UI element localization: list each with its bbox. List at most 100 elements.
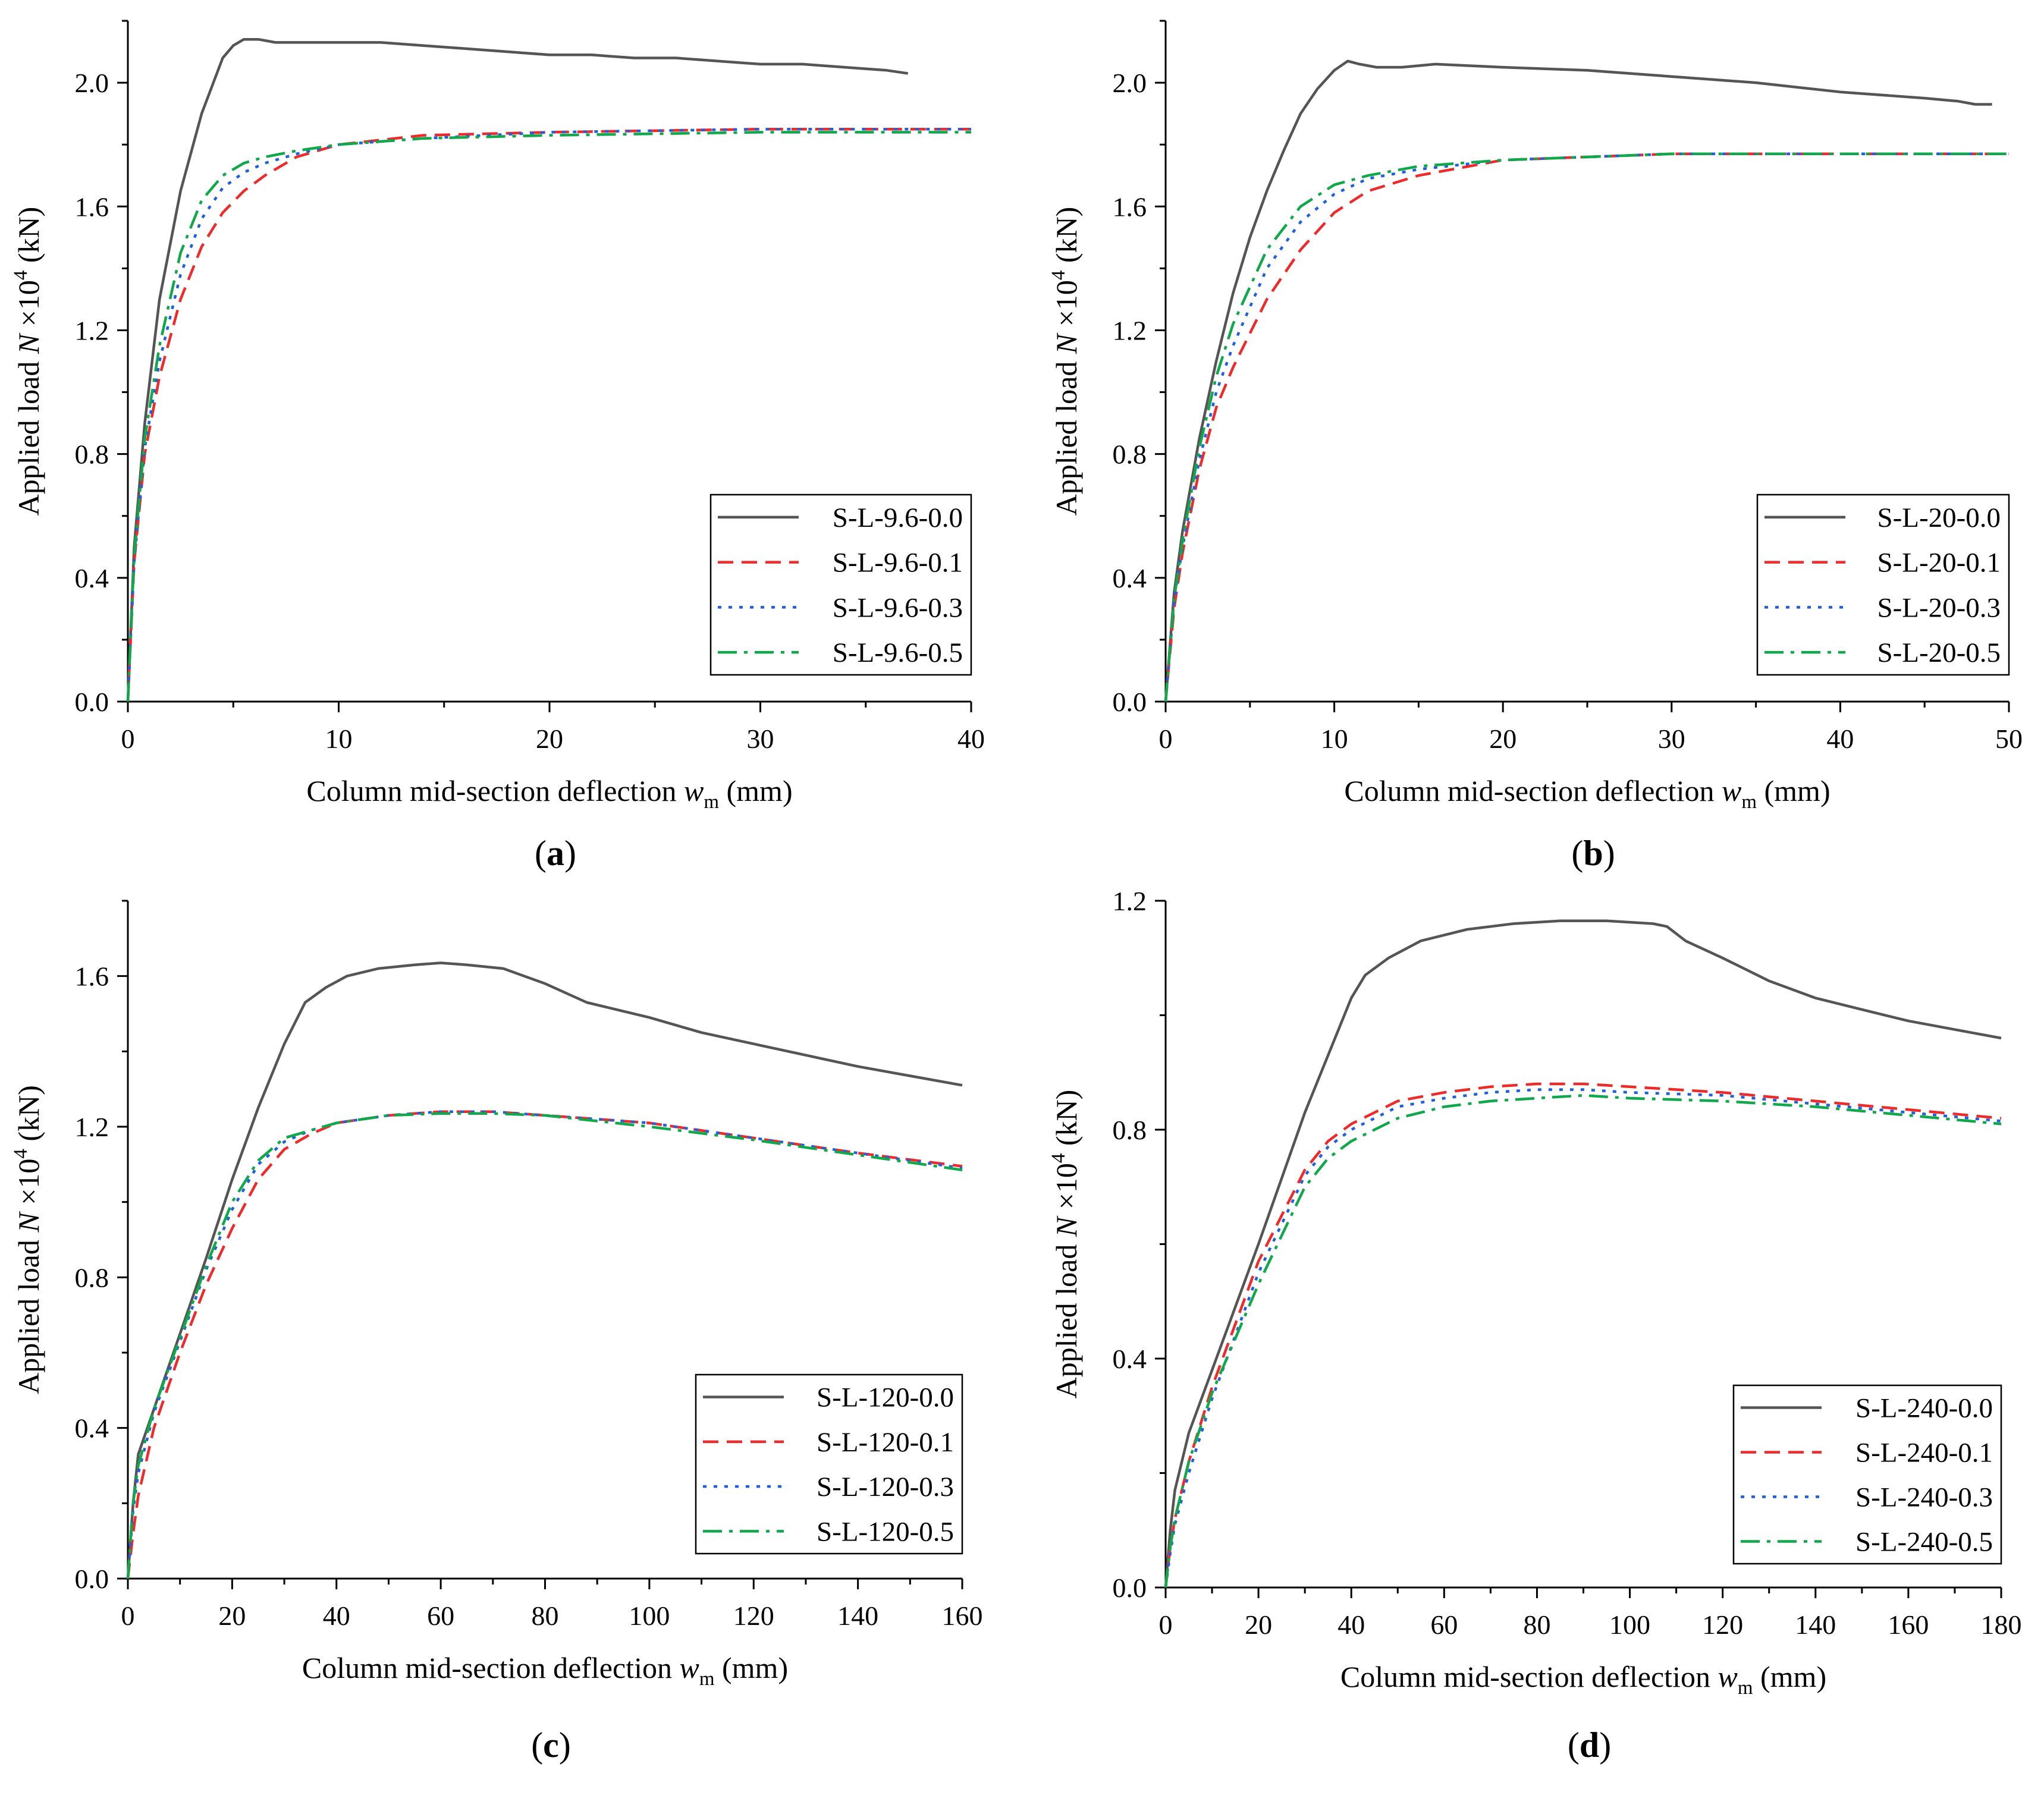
chart-panel-a: 0 10 20 30 400.00.40.81.21.62.0S-L-9.6-0.0S-… [10,20,985,873]
x-tick-label: 10 [1321,724,1348,754]
legend-label: S-L-9.6-0.0 [833,502,963,533]
legend-box [709,493,972,676]
x-tick-label: 160 [942,1601,983,1631]
series-line-S-L-240-0.5 [1164,1094,2002,1588]
x-tick-label: 120 [733,1601,774,1631]
y-tick-label: 0.4 [75,1413,109,1444]
legend-label: S-L-240-0.5 [1855,1527,1993,1558]
y-tick-label: 1.2 [1113,315,1147,345]
panel-label: (b) [1571,834,1615,873]
legend-label: S-L-120-0.0 [817,1382,954,1413]
y-axis-label-var: N [12,332,45,354]
y-tick-label: 1.2 [75,1112,109,1142]
x-tick-label: 180 [1981,1609,2022,1640]
x-tick-label: 60 [1430,1609,1458,1640]
y-tick-label: 2.0 [1113,68,1147,98]
legend-label: S-L-20-0.0 [1877,502,2001,533]
y-axis-label: Applied load N ×104 (kN) [10,1085,45,1394]
y-axis-label-unit: (kN) [1050,1090,1083,1153]
y-tick-label: 0.0 [75,687,109,717]
y-tick-label: 1.2 [75,315,109,345]
y-tick-label: 0.8 [1113,1115,1147,1145]
x-tick-label: 20 [218,1601,246,1631]
legend-label: S-L-240-0.1 [1855,1438,1993,1469]
x-axis-label-sub: m [704,791,719,813]
y-axis-label-exp: 4 [1048,1153,1069,1164]
series-line-S-L-20-0.3 [1164,152,2009,702]
legend-label: S-L-9.6-0.5 [833,637,963,668]
series-line-S-L-20-0.5 [1164,152,2009,702]
x-tick-label: 40 [957,724,985,754]
x-axis-label-sub: m [1738,1677,1753,1699]
legend-label: S-L-20-0.3 [1877,592,2001,623]
y-tick-label: 1.2 [1113,886,1147,916]
panel-label: (d) [1568,1725,1611,1765]
x-tick-label: 160 [1888,1609,1929,1640]
panel-label-letter: b [1583,834,1603,873]
y-axis-label-text: Applied load [12,354,45,515]
x-tick-label: 60 [427,1601,454,1631]
x-axis-label-sub: m [1741,791,1757,813]
x-axis-label-var: w [684,774,704,807]
y-tick-label: 2.0 [75,68,109,98]
y-axis-label-exp: 4 [10,271,32,281]
legend-label: S-L-20-0.1 [1877,548,2001,579]
x-tick-label: 20 [1489,724,1516,754]
y-axis-label-unit: (kN) [1050,207,1083,271]
x-tick-label: 120 [1702,1609,1743,1640]
y-axis-label: Applied load N ×104 (kN) [1048,1090,1083,1399]
y-tick-label: 0.0 [75,1564,109,1594]
x-axis-label-unit: (mm) [1753,1660,1827,1693]
panel-label-letter: d [1580,1725,1599,1765]
y-axis-label-times: ×10 [12,280,45,334]
x-axis-label: Column mid-section deflection wm (mm) [302,1651,788,1690]
legend-label: S-L-120-0.5 [817,1516,954,1547]
legend-label: S-L-20-0.5 [1877,637,2001,668]
panel-label-close: ) [564,834,576,873]
x-axis-label: Column mid-section deflection wm (mm) [1340,1660,1826,1699]
panel-label-letter: a [547,834,564,873]
legend-box [695,1373,963,1555]
series-line-S-L-120-0.0 [126,961,963,1579]
y-tick-label: 0.0 [1113,687,1147,717]
panel-label: (c) [531,1725,571,1765]
y-axis-label-var: N [12,1211,45,1233]
x-tick-label: 30 [1658,724,1685,754]
x-axis-label-text: Column mid-section deflection [302,1651,680,1684]
y-axis-label-text: Applied load [1050,1237,1083,1398]
panel-label-close: ) [559,1725,571,1765]
x-axis-label-unit: (mm) [715,1651,789,1684]
chart-panel-b: 0 10 20 30 40 500.00.40.81.21.62.0S-L-20-0.0S… [1048,20,2023,873]
x-tick-label: 20 [1245,1609,1272,1640]
panel-label-letter: c [543,1725,559,1765]
series-line-S-L-9.6-0.5 [126,131,971,702]
x-tick-label: 10 [325,724,353,754]
x-axis-label: Column mid-section deflection wm (mm) [306,774,792,813]
x-axis-label-sub: m [699,1668,715,1690]
y-tick-label: 0.8 [1113,439,1147,470]
x-tick-label: 140 [1795,1609,1836,1640]
panel-label-open: ( [1568,1725,1580,1765]
legend-label: S-L-240-0.0 [1855,1393,1993,1424]
y-axis-label-exp: 4 [1048,271,1069,281]
y-axis-label-unit: (kN) [12,1085,45,1149]
x-tick-label: 100 [629,1601,670,1631]
series-line-S-L-9.6-0.0 [126,37,909,702]
series-line-S-L-240-0.0 [1164,919,2002,1588]
y-tick-label: 0.0 [1113,1573,1147,1603]
x-tick-label: 80 [1523,1609,1550,1640]
series-line-S-L-240-0.3 [1164,1088,2002,1588]
legend: S-L-120-0.0 S-L-120-0.1 S-L-120-0.3 S-L-120… [695,1373,963,1555]
y-tick-label: 1.6 [1113,191,1147,222]
y-tick-label: 1.6 [75,191,109,222]
y-tick-label: 0.8 [75,439,109,470]
legend-label: S-L-9.6-0.1 [833,548,963,579]
legend-label: S-L-120-0.3 [817,1472,954,1502]
chart-panel-c: 0 20 40 60 80 100 120 140 160 0.0 0.4 0.8 1.2 1.6 S-L-… [10,900,983,1765]
y-tick-label: 0.4 [1113,1344,1147,1374]
y-axis-label-times: ×10 [1050,280,1083,334]
chart-panel-d: 0 20 40 60 80 100 120 140 160 180 0.0 0.4 0.8 1.2 S-L-… [1048,886,2022,1765]
y-axis-label: Applied load N ×104 (kN) [1048,207,1083,516]
legend-label: S-L-240-0.3 [1855,1482,1993,1513]
